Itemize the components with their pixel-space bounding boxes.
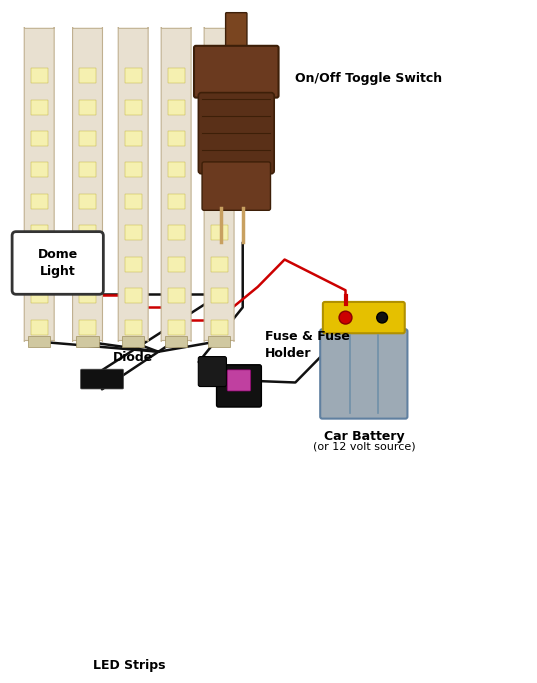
Circle shape (339, 311, 352, 324)
Text: (or 12 volt source): (or 12 volt source) (313, 441, 416, 451)
Bar (168, 225, 185, 240)
Bar (168, 257, 185, 272)
Bar (79, 131, 96, 146)
FancyBboxPatch shape (227, 370, 251, 391)
Bar (168, 68, 185, 83)
Bar (125, 68, 142, 83)
Bar (168, 288, 185, 303)
Bar (28, 336, 50, 347)
Bar (79, 257, 96, 272)
Text: Car Battery: Car Battery (324, 430, 404, 443)
Bar (79, 194, 96, 209)
Bar (125, 163, 142, 178)
Bar (79, 68, 96, 83)
FancyBboxPatch shape (118, 27, 148, 342)
FancyBboxPatch shape (204, 27, 234, 342)
Bar (168, 163, 185, 178)
FancyBboxPatch shape (24, 27, 54, 342)
Bar (31, 100, 48, 115)
Bar (31, 288, 48, 303)
Bar (79, 320, 96, 335)
Bar (122, 336, 144, 347)
FancyBboxPatch shape (72, 27, 103, 342)
FancyBboxPatch shape (12, 232, 103, 294)
Bar (211, 225, 228, 240)
FancyBboxPatch shape (198, 93, 274, 173)
Bar (211, 68, 228, 83)
Bar (31, 225, 48, 240)
FancyBboxPatch shape (202, 162, 271, 210)
Bar (211, 194, 228, 209)
Bar (125, 320, 142, 335)
Bar (168, 320, 185, 335)
Bar (211, 257, 228, 272)
Bar (168, 194, 185, 209)
Bar (165, 336, 187, 347)
Bar (31, 163, 48, 178)
Bar (79, 288, 96, 303)
Bar (31, 131, 48, 146)
FancyBboxPatch shape (198, 357, 227, 387)
Bar (211, 320, 228, 335)
Bar (125, 225, 142, 240)
Bar (125, 131, 142, 146)
Bar (125, 257, 142, 272)
Bar (168, 100, 185, 115)
FancyBboxPatch shape (320, 329, 408, 419)
Bar (31, 194, 48, 209)
Bar (79, 100, 96, 115)
Bar (31, 257, 48, 272)
FancyBboxPatch shape (81, 370, 124, 389)
FancyBboxPatch shape (161, 27, 191, 342)
Circle shape (377, 312, 388, 323)
FancyBboxPatch shape (194, 46, 279, 98)
Bar (211, 288, 228, 303)
Bar (76, 336, 99, 347)
FancyBboxPatch shape (216, 365, 262, 407)
Bar (211, 131, 228, 146)
Text: Dome
Light: Dome Light (38, 248, 78, 278)
Bar (211, 163, 228, 178)
Text: LED Strips: LED Strips (92, 659, 165, 672)
Text: Fuse & Fuse
Holder: Fuse & Fuse Holder (265, 330, 350, 360)
Bar (79, 163, 96, 178)
Bar (211, 100, 228, 115)
Bar (79, 225, 96, 240)
Bar (125, 288, 142, 303)
Bar (125, 194, 142, 209)
Bar (31, 68, 48, 83)
FancyBboxPatch shape (323, 302, 405, 333)
Text: On/Off Toggle Switch: On/Off Toggle Switch (295, 72, 442, 85)
Bar (125, 100, 142, 115)
Bar (168, 131, 185, 146)
Bar (208, 336, 230, 347)
Bar (31, 320, 48, 335)
FancyBboxPatch shape (226, 13, 247, 48)
Text: Diode: Diode (113, 351, 153, 365)
